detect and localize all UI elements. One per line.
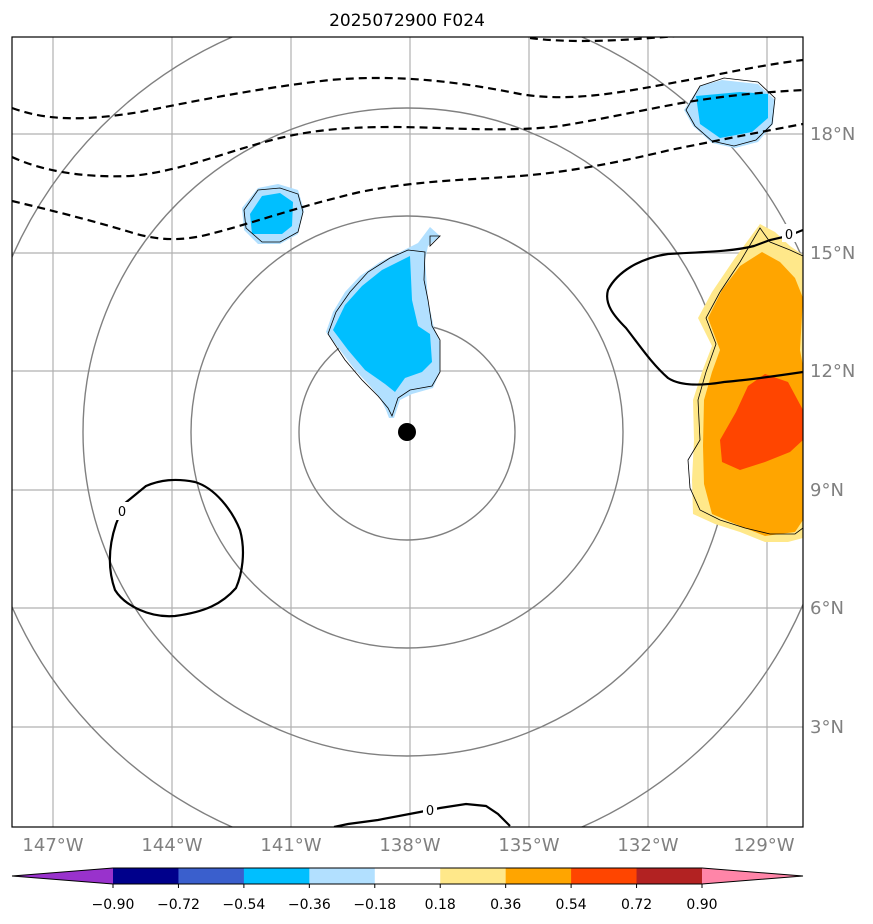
colorbar-tick-label: −0.90	[92, 897, 135, 913]
colorbar-extend-low	[12, 868, 113, 884]
colorbar: −0.90 −0.72 −0.54 −0.36 −0.18 0.18 0.36 0.54 0.7…	[11, 867, 804, 913]
colorbar-segment	[636, 868, 703, 884]
zero-contour-east	[606, 228, 803, 386]
lon-label: 135°W	[498, 835, 559, 856]
colorbar-tick-label: 0.36	[490, 897, 521, 913]
longitude-labels: 147°W 144°W 141°W 138°W 135°W 132°W 129°…	[22, 835, 794, 856]
contour-labels: 0 0 0	[115, 224, 796, 819]
colorbar-extend-high	[702, 868, 803, 884]
lon-label: 144°W	[141, 835, 202, 856]
lon-label: 147°W	[22, 835, 83, 856]
lon-label: 132°W	[617, 835, 678, 856]
contour-label-south: 0	[426, 804, 434, 819]
east-red-region	[720, 374, 803, 470]
latitude-labels: 18°N 15°N 12°N 9°N 6°N 3°N	[810, 124, 855, 738]
colorbar-tick-label: −0.72	[157, 897, 200, 913]
colorbar-segment	[505, 868, 572, 884]
colorbar-segment	[243, 868, 310, 884]
colorbar-tick-label: −0.54	[222, 897, 265, 913]
negative-anomaly-patches	[242, 80, 775, 418]
colorbar-segment	[178, 868, 245, 884]
storm-center-marker	[398, 423, 416, 441]
lat-label: 12°N	[810, 361, 855, 382]
lat-label: 3°N	[810, 717, 844, 738]
contour-label-east: 0	[785, 228, 793, 243]
colorbar-tick-label: 0.18	[425, 897, 456, 913]
positive-anomaly-patches	[692, 224, 803, 542]
lon-label: 129°W	[733, 835, 794, 856]
colorbar-tick-label: 0.54	[556, 897, 587, 913]
lon-label: 141°W	[260, 835, 321, 856]
anomaly-outlines	[243, 77, 803, 535]
colorbar-segment	[571, 868, 638, 884]
colorbar-segment	[440, 868, 507, 884]
lat-label: 9°N	[810, 480, 844, 501]
colorbar-segment	[113, 868, 179, 884]
northeast-blue-region	[696, 92, 768, 138]
figure-title: 2025072900 F024	[329, 11, 485, 31]
colorbar-tick-label: 0.90	[686, 897, 717, 913]
lat-label: 6°N	[810, 598, 844, 619]
colorbar-tick-label: −0.18	[353, 897, 396, 913]
colorbar-segment	[374, 868, 441, 884]
zero-contour-south	[333, 802, 511, 827]
dashed-contours	[12, 37, 803, 241]
northwest-blue-region	[250, 193, 293, 234]
lat-label: 15°N	[810, 243, 855, 264]
zero-contours	[108, 228, 803, 827]
colorbar-tick-label: 0.72	[621, 897, 652, 913]
lon-label: 138°W	[379, 835, 440, 856]
contour-label-west: 0	[118, 505, 126, 520]
lat-label: 18°N	[810, 124, 855, 145]
colorbar-tick-label: −0.36	[288, 897, 331, 913]
map-panel: 0 0 0	[12, 37, 803, 827]
colorbar-segment	[309, 868, 376, 884]
zero-contour-west	[108, 478, 245, 618]
map-frame	[11, 36, 804, 828]
central-blue-region	[333, 256, 432, 392]
